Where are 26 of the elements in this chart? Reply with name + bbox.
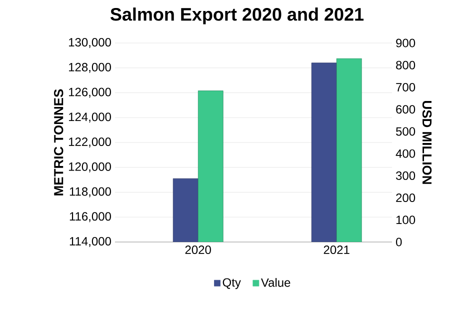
y-tick-label: 122,000 bbox=[69, 138, 111, 148]
y2-axis-title: USD MILLION bbox=[422, 101, 432, 184]
y-tick-label: 130,000 bbox=[69, 38, 111, 48]
y2-tick-label: 200 bbox=[396, 194, 416, 202]
y2-tick-label: 400 bbox=[396, 149, 416, 158]
y2-tick-label: 900 bbox=[396, 38, 416, 48]
y-tick-label: 126,000 bbox=[69, 88, 111, 98]
y-tick-label: 120,000 bbox=[69, 162, 111, 172]
legend-label: Qty bbox=[222, 278, 241, 290]
y2-tick-label: 100 bbox=[396, 216, 416, 224]
y2-tick-label: 500 bbox=[396, 127, 416, 136]
y2-tick-label: 700 bbox=[396, 82, 416, 92]
y-tick-label: 124,000 bbox=[69, 112, 111, 123]
y2-tick-label: 300 bbox=[396, 171, 416, 180]
x-tick-label: 2020 bbox=[185, 246, 211, 254]
y2-tick-label: 800 bbox=[396, 60, 416, 70]
x-tick-label: 2021 bbox=[324, 246, 350, 254]
y2-tick-label: 600 bbox=[396, 105, 416, 114]
y-axis-title: METRIC TONNES bbox=[54, 89, 64, 196]
legend-label: Value bbox=[260, 278, 290, 287]
y-tick-label: 114,000 bbox=[70, 237, 111, 247]
y-tick-label: 116,000 bbox=[70, 212, 111, 222]
y2-tick-label: 0 bbox=[396, 238, 402, 246]
y-tick-label: 118,000 bbox=[70, 187, 111, 198]
y-tick-label: 128,000 bbox=[69, 62, 111, 73]
chart-title: Salmon Export 2020 and 2021 bbox=[110, 8, 364, 24]
